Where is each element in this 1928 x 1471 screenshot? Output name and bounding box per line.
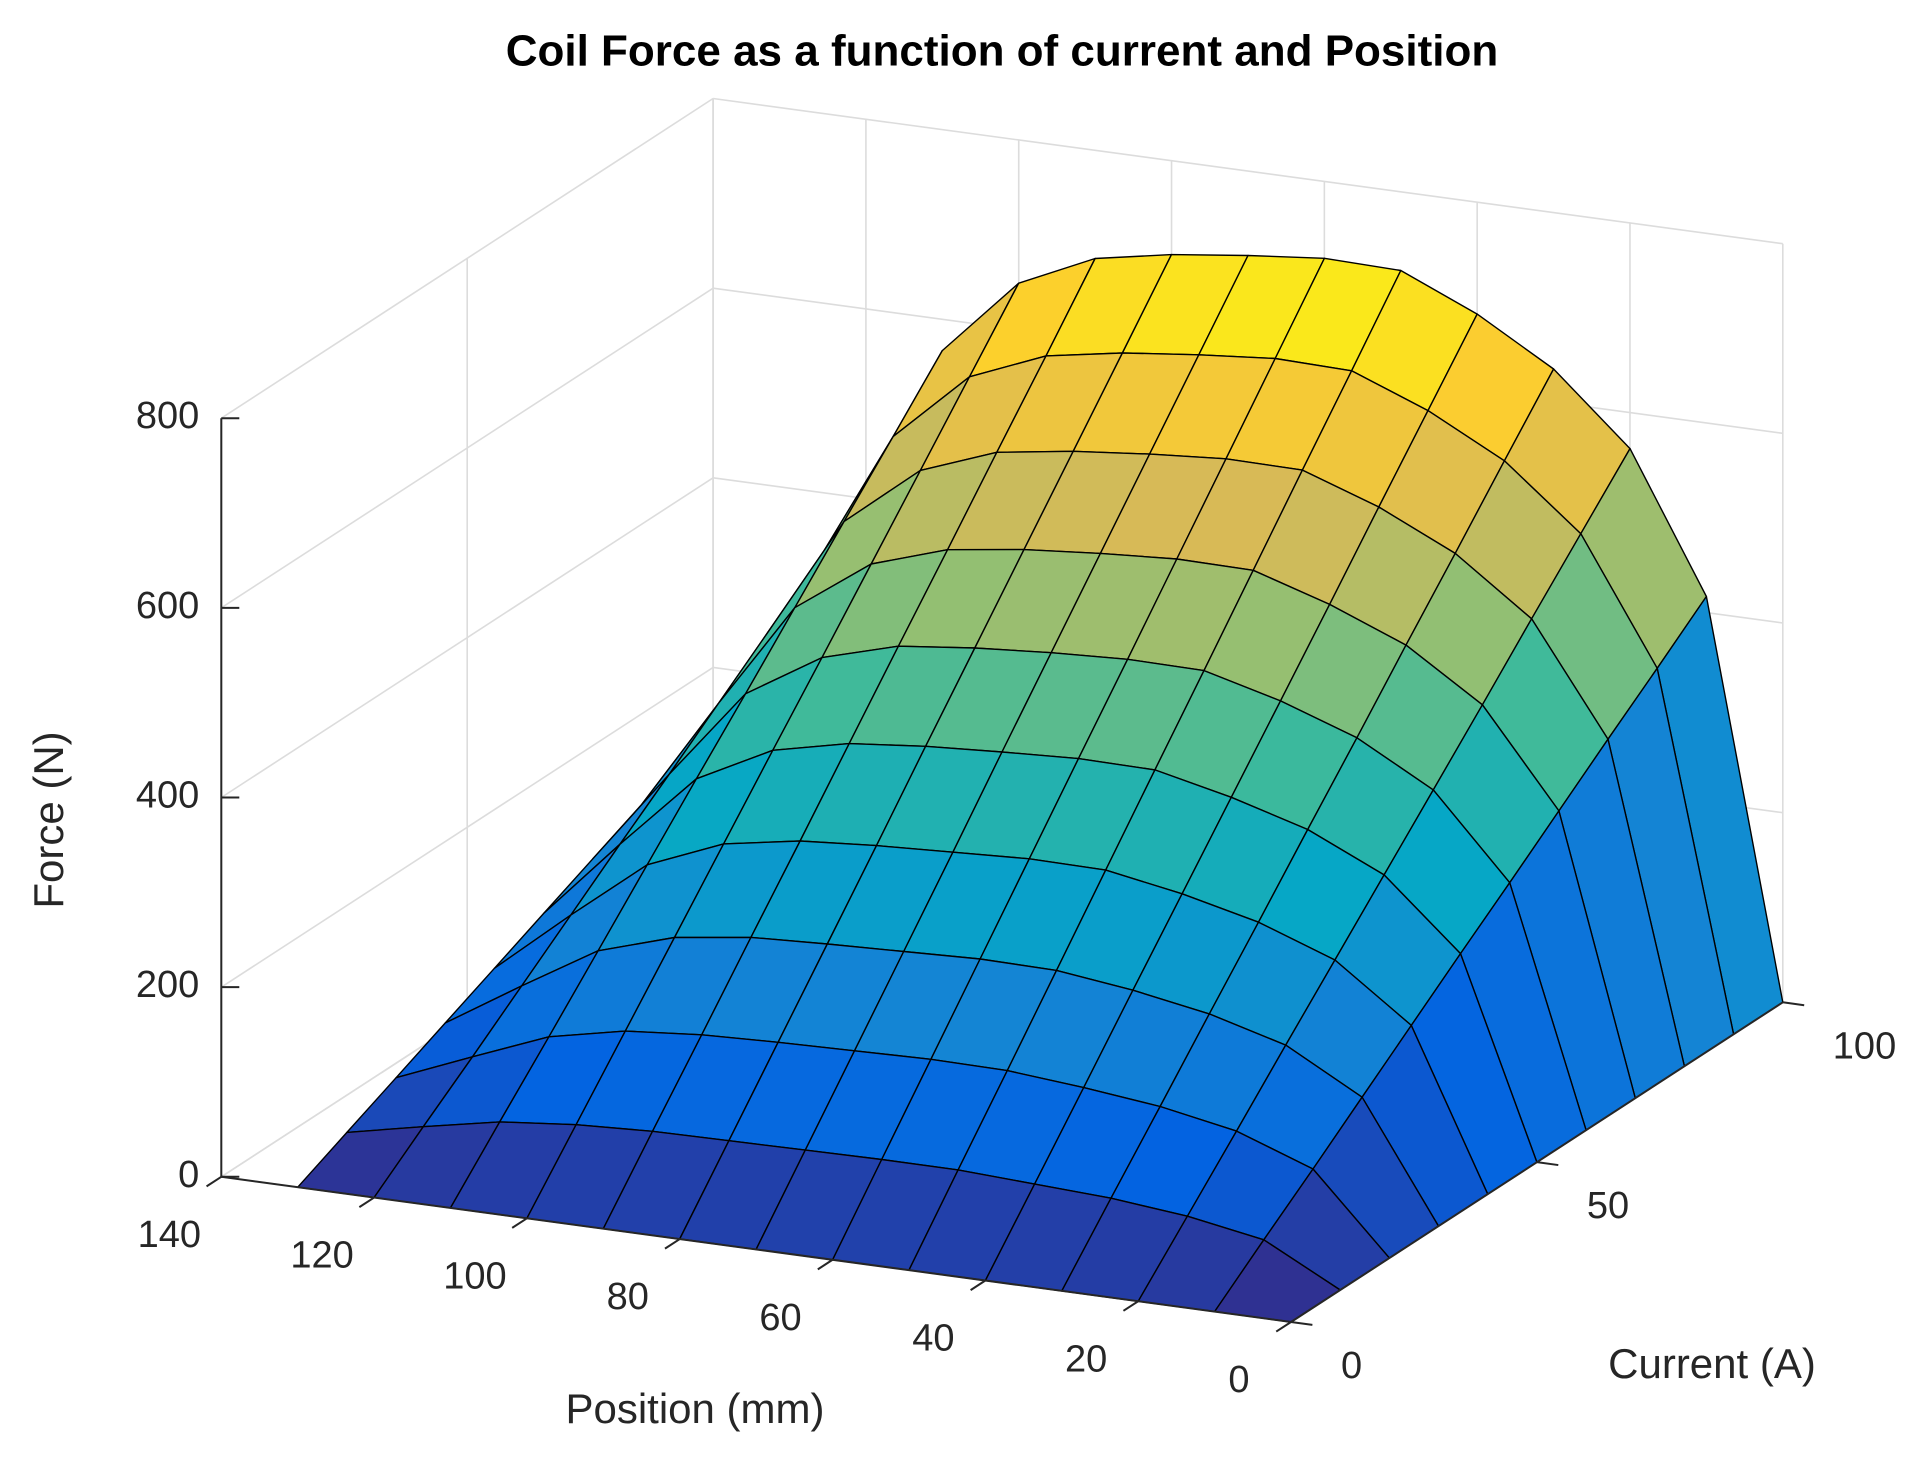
- x-tick-label: 140: [138, 1214, 201, 1256]
- x-tick: [970, 1279, 986, 1291]
- chart-title: Coil Force as a function of current and …: [506, 27, 1499, 76]
- x-axis: [221, 1175, 1292, 1323]
- y-axis-label: Current (A): [1608, 1340, 1816, 1387]
- x-tick-label: 0: [1228, 1359, 1249, 1401]
- z-tick-label: 200: [136, 964, 199, 1006]
- z-tick-label: 400: [136, 775, 199, 817]
- z-tick-label: 600: [136, 585, 199, 627]
- z-tick-label: 800: [136, 395, 199, 437]
- x-tick: [817, 1258, 834, 1271]
- z-axis-label: Force (N): [25, 731, 72, 908]
- y-tick: [1782, 1001, 1805, 1007]
- x-tick-label: 60: [759, 1297, 801, 1339]
- x-tick-label: 120: [290, 1235, 353, 1277]
- x-axis-label: Position (mm): [565, 1385, 824, 1432]
- y-tick: [1536, 1161, 1559, 1167]
- grid-line: [712, 97, 1783, 245]
- surface: [297, 253, 1784, 1323]
- x-tick: [664, 1238, 681, 1250]
- x-tick-label: 40: [912, 1318, 954, 1360]
- x-tick: [358, 1196, 375, 1208]
- x-tick: [511, 1217, 528, 1229]
- x-tick: [1275, 1321, 1292, 1333]
- y-tick: [1290, 1321, 1313, 1326]
- y-tick-label: 0: [1341, 1345, 1362, 1387]
- x-tick-label: 80: [607, 1276, 649, 1318]
- x-tick: [1122, 1300, 1139, 1312]
- y-tick-label: 100: [1833, 1025, 1896, 1067]
- y-tick-label: 50: [1587, 1185, 1629, 1227]
- x-tick-label: 100: [443, 1255, 506, 1297]
- x-tick-label: 20: [1065, 1338, 1107, 1380]
- x-tick: [206, 1175, 222, 1188]
- z-tick-label: 0: [178, 1154, 199, 1196]
